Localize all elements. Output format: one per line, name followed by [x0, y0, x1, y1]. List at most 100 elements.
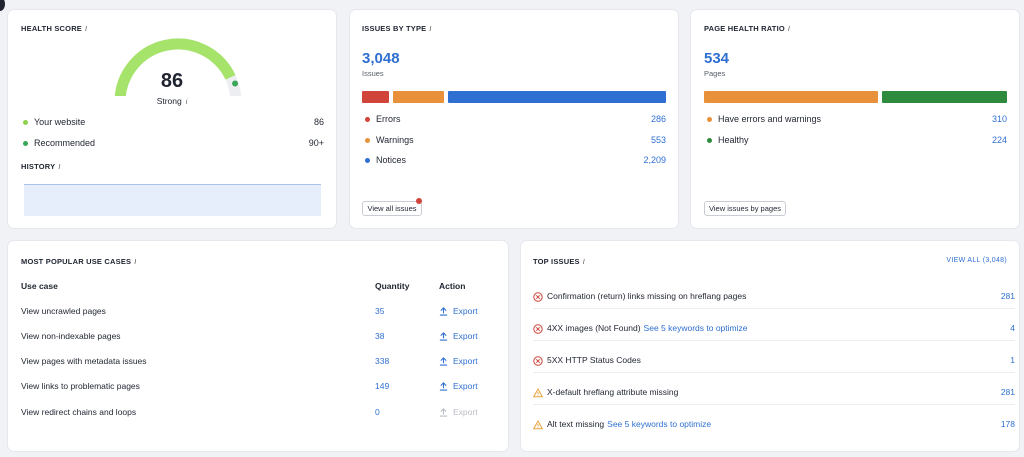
upload-icon [439, 331, 448, 341]
health-gauge [114, 38, 242, 96]
notices-value[interactable]: 2,209 [643, 155, 666, 165]
info-icon[interactable]: i [58, 164, 61, 171]
keywords-link[interactable]: See 5 keywords to optimize [643, 323, 748, 333]
issue-text[interactable]: 4XX images (Not Found) See 5 keywords to … [547, 323, 748, 333]
use-case-label[interactable]: View links to problematic pages [21, 381, 140, 391]
issue-count[interactable]: 4 [1010, 323, 1015, 333]
issue-text[interactable]: Alt text missing See 5 keywords to optimi… [547, 419, 712, 429]
issue-row: Alt text missing See 5 keywords to optimi… [533, 417, 1015, 437]
bar-errors[interactable] [362, 91, 389, 103]
bullet-icon [707, 116, 712, 122]
use-case-quantity[interactable]: 38 [375, 331, 385, 341]
warning-icon [533, 388, 543, 398]
pages-total[interactable]: 534 [704, 50, 730, 67]
info-icon[interactable]: i [582, 259, 585, 266]
use-case-quantity[interactable]: 338 [375, 356, 390, 366]
info-icon[interactable]: i [85, 26, 88, 33]
your-website-value: 86 [313, 117, 324, 127]
warnings-value[interactable]: 553 [650, 135, 666, 145]
legend-warnings: Warnings [365, 135, 414, 145]
pages-total-label: Pages [704, 69, 726, 78]
history-chart [24, 184, 321, 216]
error-icon [533, 292, 543, 302]
bar-warnings[interactable] [393, 91, 444, 103]
view-all-link[interactable]: VIEW ALL (3,048) [946, 257, 1007, 264]
header-action: Action [439, 281, 466, 291]
upload-icon [439, 356, 448, 366]
upload-icon [439, 407, 448, 417]
page-health-title: PAGE HEALTH RATIO i [704, 24, 791, 33]
recommended-value: 90+ [308, 138, 324, 148]
info-icon[interactable]: i [429, 26, 432, 33]
upload-icon [439, 381, 448, 391]
legend-errors: Errors [365, 114, 401, 124]
issue-text[interactable]: 5XX HTTP Status Codes [547, 355, 641, 365]
legend-your-website: Your website [23, 117, 85, 127]
issues-by-type-card: ISSUES BY TYPE i 3,048 Issues Errors 286 … [350, 10, 678, 228]
health-score-title: HEALTH SCORE i [21, 24, 88, 33]
healthy-value[interactable]: 224 [991, 135, 1007, 145]
upload-icon [439, 306, 448, 316]
use-case-quantity[interactable]: 0 [375, 407, 380, 417]
bar-healthy[interactable] [882, 91, 1007, 103]
use-case-quantity[interactable]: 35 [375, 306, 385, 316]
bullet-icon [707, 137, 712, 143]
use-case-label[interactable]: View pages with metadata issues [21, 356, 147, 366]
view-all-issues-button[interactable]: View all issues [362, 201, 422, 216]
issue-row: 5XX HTTP Status Codes 1 [533, 353, 1015, 373]
header-quantity: Quantity [375, 281, 410, 291]
gauge-fill [114, 38, 236, 96]
keywords-link[interactable]: See 5 keywords to optimize [607, 419, 712, 429]
issues-total[interactable]: 3,048 [362, 50, 400, 67]
issue-row: X-default hreflang attribute missing 281 [533, 385, 1015, 405]
issues-by-type-title: ISSUES BY TYPE i [362, 24, 432, 33]
issue-count[interactable]: 1 [1010, 355, 1015, 365]
issue-text[interactable]: Confirmation (return) links missing on h… [547, 291, 747, 301]
issue-row: Confirmation (return) links missing on h… [533, 289, 1015, 309]
error-icon [533, 324, 543, 334]
issue-count[interactable]: 281 [1000, 387, 1015, 397]
history-title: HISTORY i [21, 162, 61, 171]
bullet-icon [365, 157, 370, 163]
view-issues-by-pages-button[interactable]: View issues by pages [704, 201, 786, 216]
errors-value[interactable]: 286 [650, 114, 666, 124]
use-cases-card: MOST POPULAR USE CASES i Use case Quantit… [8, 241, 508, 451]
legend-errors-and-warnings: Have errors and warnings [707, 114, 821, 124]
issue-row: 4XX images (Not Found) See 5 keywords to … [533, 321, 1015, 341]
header-use-case: Use case [21, 281, 58, 291]
issues-total-label: Issues [362, 69, 384, 78]
issue-count[interactable]: 281 [1000, 291, 1015, 301]
warning-icon [533, 420, 543, 430]
bullet-icon [365, 137, 370, 143]
issue-count[interactable]: 178 [1000, 419, 1015, 429]
bullet-icon [365, 116, 370, 122]
export-button[interactable]: Export [439, 356, 478, 366]
bar-notices[interactable] [448, 91, 666, 103]
page-health-card: PAGE HEALTH RATIO i 534 Pages Have errors… [691, 10, 1019, 228]
error-icon [533, 356, 543, 366]
notification-dot [416, 198, 422, 204]
bullet-icon [23, 140, 28, 146]
export-button-disabled: Export [439, 407, 478, 417]
corner-avatar-fragment [0, 0, 5, 11]
use-case-label[interactable]: View redirect chains and loops [21, 407, 137, 417]
legend-recommended: Recommended [23, 138, 95, 148]
bar-errors-and-warnings[interactable] [704, 91, 878, 103]
use-case-label[interactable]: View uncrawled pages [21, 306, 106, 316]
use-case-label[interactable]: View non-indexable pages [21, 331, 121, 341]
health-score-rating: Strong i [156, 96, 188, 106]
errors-and-warnings-value[interactable]: 310 [991, 114, 1007, 124]
export-button[interactable]: Export [439, 331, 478, 341]
info-icon[interactable]: i [787, 26, 791, 33]
export-button[interactable]: Export [439, 306, 478, 316]
bullet-icon [23, 119, 28, 125]
use-cases-title: MOST POPULAR USE CASES i [21, 257, 137, 266]
gauge-marker [232, 80, 239, 87]
use-case-quantity[interactable]: 149 [375, 381, 390, 391]
health-score-card: HEALTH SCORE i 86 Strong i Your website 86… [8, 10, 336, 228]
export-button[interactable]: Export [439, 381, 478, 391]
top-issues-title: TOP ISSUES i [533, 257, 585, 266]
issue-text[interactable]: X-default hreflang attribute missing [547, 387, 679, 397]
legend-healthy: Healthy [707, 135, 749, 145]
info-icon[interactable]: i [134, 259, 137, 266]
